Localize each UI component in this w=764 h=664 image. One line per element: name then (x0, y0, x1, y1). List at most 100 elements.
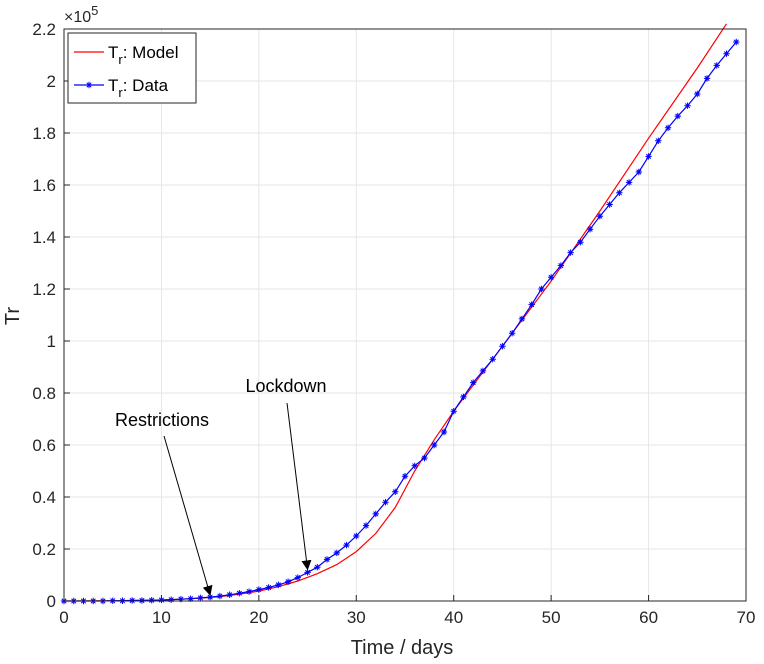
data-point (284, 578, 292, 585)
data-point (411, 462, 418, 469)
data-point (645, 153, 652, 160)
data-point (216, 592, 224, 600)
y-multiplier-base: ×10 (64, 9, 91, 26)
data-point (733, 38, 740, 46)
data-point (606, 201, 613, 208)
data-point (655, 137, 662, 144)
data-point-marker (635, 168, 643, 176)
data-point (129, 597, 136, 604)
data-point-marker (733, 38, 740, 46)
axes-box (63, 28, 747, 602)
y-tick-label: 0.6 (32, 436, 56, 455)
y-tick-label: 0 (47, 592, 56, 611)
data-point-marker (460, 393, 467, 401)
y-tick-label: 1.4 (32, 228, 56, 247)
data-point-marker (577, 239, 584, 246)
data-point (226, 591, 233, 598)
y-tick-label: 0.4 (32, 488, 56, 507)
data-point (401, 473, 409, 480)
data-point (616, 189, 623, 196)
data-point (713, 62, 720, 69)
data-point (304, 569, 311, 576)
data-point (206, 593, 214, 601)
data-point (499, 343, 506, 350)
x-tick-label: 10 (152, 608, 171, 627)
data-point (635, 168, 643, 176)
annotations: Restrictions Lockdown (115, 376, 327, 596)
data-point (557, 262, 565, 269)
legend-label: Tr: Data (108, 76, 169, 100)
data-point (245, 588, 253, 595)
data-point (489, 356, 496, 363)
axes: 0 10 20 30 40 50 60 70 0 0.2 0.4 0.6 0.8 1 1.2 1.4 1.6 1.… (32, 20, 755, 627)
y-tick-label: 1.8 (32, 124, 56, 143)
data-point-marker (245, 588, 253, 595)
data-point (167, 596, 175, 603)
data-point (684, 102, 691, 109)
data-point-marker (401, 473, 409, 480)
data-point (138, 597, 146, 604)
data-point (625, 179, 633, 186)
data-point (392, 488, 399, 495)
data-point-marker (450, 408, 457, 415)
data-point-marker (129, 597, 136, 604)
x-tick-label: 20 (249, 608, 268, 627)
data-point (265, 584, 272, 591)
data-point (177, 595, 185, 603)
x-tick-label: 30 (347, 608, 366, 627)
data-point-marker (508, 330, 516, 337)
data-point-marker (177, 595, 185, 603)
y-multiplier-exponent: 5 (91, 3, 98, 18)
data-point-marker (703, 75, 711, 82)
data-point (333, 549, 340, 557)
x-tick-label: 0 (59, 608, 68, 627)
data-point (323, 556, 331, 563)
data-point (470, 379, 477, 386)
data-point-marker (187, 595, 194, 602)
data-point (294, 574, 302, 581)
data-point-marker (616, 189, 623, 196)
data-point-marker (294, 574, 302, 581)
data-point-marker (567, 249, 574, 256)
data-point (547, 274, 555, 281)
data-point-marker (411, 462, 418, 469)
data-point (664, 124, 672, 131)
annotation-arrow (163, 435, 213, 596)
data-point-marker (148, 597, 155, 604)
data-point (577, 239, 584, 246)
data-point (314, 564, 321, 571)
data-point-marker (547, 274, 555, 281)
data-point-marker (362, 522, 370, 529)
data-point-marker (167, 596, 175, 603)
y-axis-label: Tr (2, 307, 24, 325)
y-tick-label: 2.2 (32, 20, 56, 39)
data-point (596, 213, 604, 220)
data-point-marker (255, 586, 263, 593)
data-point (236, 590, 243, 597)
data-point-marker (138, 597, 146, 604)
data-point (694, 90, 701, 98)
data-point-marker (674, 112, 681, 120)
x-axis-label: Time / days (351, 637, 454, 659)
data-point (723, 50, 730, 57)
annotation-label: Restrictions (115, 410, 209, 430)
x-tick-label: 50 (542, 608, 561, 627)
data-point (703, 75, 711, 82)
data-point-marker (372, 510, 379, 518)
data-point (197, 594, 204, 602)
data-point (353, 532, 360, 540)
y-tick-label: 2 (47, 72, 56, 91)
data-point-marker (265, 584, 272, 591)
data-point-marker (421, 454, 428, 462)
series-line-data (64, 41, 737, 602)
data-point (187, 595, 194, 602)
legend-box (67, 32, 197, 104)
data-point (538, 285, 545, 293)
data-point-marker (723, 50, 730, 57)
y-tick-label: 1.6 (32, 176, 56, 195)
data-point (431, 441, 438, 449)
data-point (586, 226, 594, 233)
data-point-marker (664, 124, 672, 131)
data-point (479, 367, 487, 375)
data-point-marker (353, 532, 360, 540)
